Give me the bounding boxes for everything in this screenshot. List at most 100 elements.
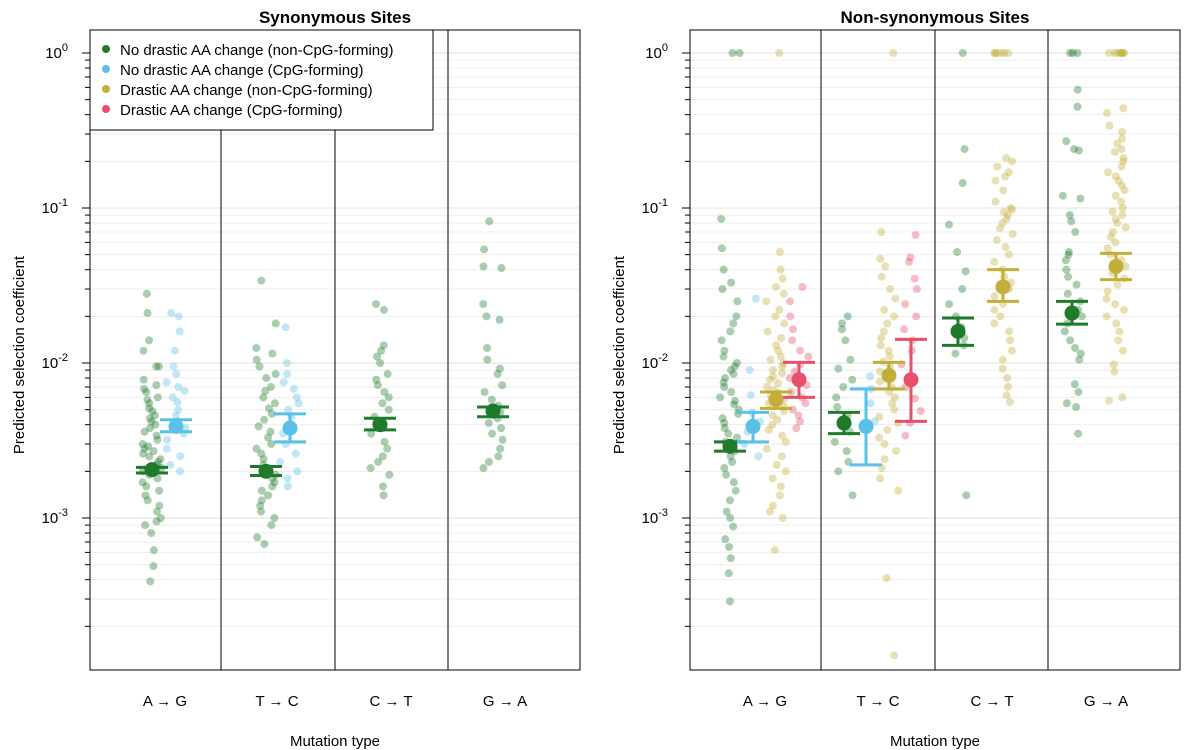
data-point [487,395,496,404]
data-point [728,457,737,466]
data-point [1119,154,1128,163]
mean-point [881,368,897,384]
data-point [781,437,790,446]
data-point [766,375,775,384]
data-point [890,393,899,402]
data-point [773,415,782,424]
data-point [1102,312,1111,321]
data-point [722,507,731,516]
data-point [138,440,147,449]
legend-label: Drastic AA change (non-CpG-forming) [120,82,373,99]
data-point [1058,191,1067,200]
data-point [901,431,910,440]
mean-point [995,279,1011,295]
data-point [1003,374,1012,383]
data-point [1103,287,1112,296]
data-point [142,482,151,491]
data-point [999,208,1008,217]
data-point [153,474,162,483]
data-point [257,507,266,516]
data-point [1077,312,1086,321]
data-point [768,366,777,375]
x-tick-label: G → A [1084,693,1128,710]
data-point [785,297,794,306]
data-point [1075,355,1084,364]
data-point [1007,346,1016,355]
data-point [264,433,273,442]
data-point [718,285,727,294]
data-point [142,387,151,396]
data-point [172,369,181,378]
y-axis-label: Predicted selection coefficient [11,255,28,454]
data-point [145,404,154,413]
data-point [781,467,790,476]
data-point [1113,219,1122,228]
data-point [384,405,393,414]
data-point [754,452,763,461]
data-point [292,393,301,402]
data-point [380,437,389,446]
data-point [261,386,270,395]
data-point [1064,248,1073,257]
data-point [772,341,781,350]
data-point [718,414,727,423]
data-point [877,333,886,342]
data-point [1062,265,1071,274]
data-point [729,319,738,328]
data-point [1111,300,1120,309]
data-point [865,372,874,381]
data-point [745,366,754,375]
data-point [993,162,1002,171]
data-point [804,352,813,361]
data-point [776,265,785,274]
data-point [479,464,488,473]
data-point [267,440,276,449]
data-point [1072,403,1081,412]
data-point [1121,223,1130,232]
data-point [1063,289,1072,298]
data-point [838,319,847,328]
data-point [904,257,913,266]
data-point [152,362,161,371]
data-point [1062,399,1071,408]
data-point [730,362,739,371]
data-point [149,562,158,571]
mean-point [791,372,807,388]
data-point [152,517,161,526]
data-point [912,312,921,321]
data-point [260,539,269,548]
data-point [262,374,271,383]
data-point [1005,398,1014,407]
data-point [291,449,300,458]
data-point [156,514,165,522]
data-point [733,297,742,306]
data-point [143,395,152,404]
data-point [267,521,276,530]
data-point [775,248,784,257]
data-point [1121,262,1130,271]
data-point [833,403,842,412]
mean-point [745,418,761,434]
data-point [1076,194,1085,203]
data-point [778,369,787,378]
data-point [139,375,148,384]
data-point [846,355,855,364]
data-point [732,359,741,367]
data-point [879,327,888,336]
data-point [167,309,176,318]
data-point [762,297,771,306]
data-point [726,366,735,375]
data-point [1110,367,1119,376]
data-point [282,359,291,367]
data-point [1108,228,1117,237]
legend-marker [102,85,110,93]
data-point [789,325,798,334]
data-point [1070,145,1079,154]
data-point [383,444,392,453]
data-point [888,399,897,408]
mean-point [1064,305,1080,321]
data-point [720,464,729,473]
data-point [727,278,736,287]
data-point [999,49,1008,57]
data-point [1116,49,1125,57]
